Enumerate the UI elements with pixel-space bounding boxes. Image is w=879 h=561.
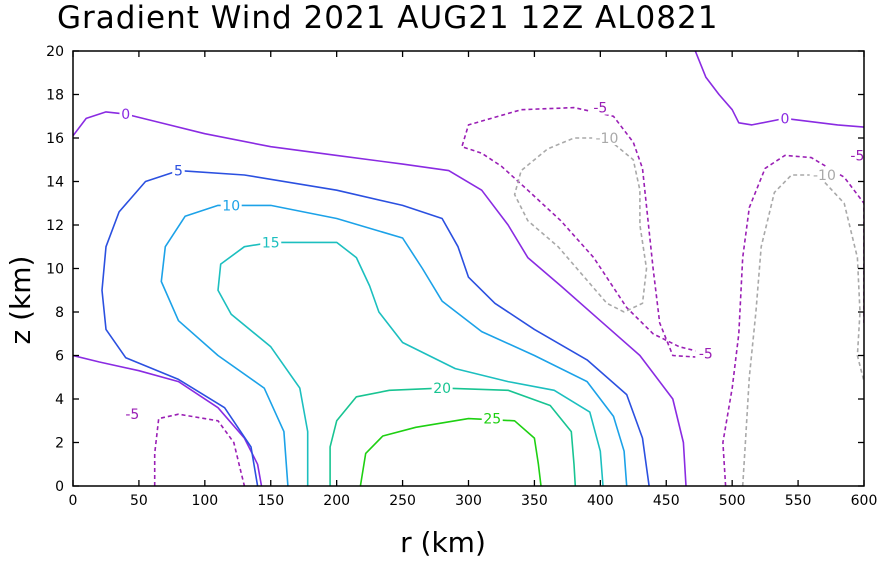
x-tick-label: 300	[455, 493, 482, 509]
contour-line-5-0	[101, 169, 650, 486]
contour-line--5-0	[153, 413, 246, 486]
chart-title: Gradient Wind 2021 AUG21 12Z AL0821	[57, 0, 718, 36]
y-tick-label: 12	[46, 218, 64, 234]
contour-line-15-0	[217, 241, 604, 486]
contour-label-bg	[695, 345, 717, 361]
y-tick-label: 2	[55, 436, 64, 452]
contour-label-bg	[592, 130, 622, 145]
contour-label-20-0: 20	[433, 381, 451, 397]
contour-label--5-2: -5	[699, 346, 713, 362]
x-axis-label: r (km)	[400, 526, 486, 559]
y-tick-label: 16	[46, 131, 64, 147]
x-tick-label: 250	[389, 493, 416, 509]
contour-line--10-1	[741, 174, 864, 486]
x-tick-label: 450	[653, 493, 680, 509]
contour-label-bg	[846, 147, 868, 163]
y-axis-label: z (km)	[4, 256, 37, 345]
contour-label-15-0: 15	[262, 235, 280, 251]
contour-line--5-1	[461, 106, 706, 359]
contour-label-bg	[778, 110, 792, 126]
contour-label-bg	[119, 106, 132, 122]
x-tick-label: 600	[851, 493, 878, 509]
contour-label-bg	[589, 99, 611, 115]
contour-label-25-0: 25	[483, 412, 501, 428]
contour-line--10-0	[513, 137, 648, 313]
contour-label-bg	[172, 162, 185, 178]
contour-label-bg	[260, 234, 282, 250]
y-tick-label: 0	[55, 479, 64, 495]
contour-line--5-2	[722, 154, 864, 486]
contour-line-10-0	[160, 204, 628, 486]
y-tick-label: 4	[55, 392, 64, 408]
contour-label--5-1: -5	[593, 101, 607, 117]
contour-label--5-3: -5	[850, 148, 864, 164]
contour-label-5-0: 5	[174, 164, 183, 180]
y-tick-label: 6	[55, 349, 64, 365]
x-tick-label: 0	[69, 493, 78, 509]
x-tick-label: 350	[521, 493, 548, 509]
contour-label-0-1: 0	[780, 111, 789, 127]
contour-line-25-0	[359, 417, 542, 486]
x-tick-label: 150	[257, 493, 284, 509]
contour-line-0-2	[694, 51, 864, 128]
y-tick-label: 10	[46, 262, 64, 278]
x-tick-label: 100	[191, 493, 218, 509]
contour-line-0-1	[73, 354, 263, 486]
x-tick-label: 50	[130, 493, 148, 509]
y-tick-label: 8	[55, 305, 64, 321]
contour-label-bg	[809, 166, 840, 182]
y-tick-label: 18	[46, 88, 64, 104]
contour-label-bg	[431, 380, 453, 396]
contour-label--10-1: -10	[813, 168, 836, 184]
x-tick-label: 500	[719, 493, 746, 509]
x-tick-label: 400	[587, 493, 614, 509]
contour-label-bg	[481, 410, 503, 426]
contour-label-0-0: 0	[121, 107, 130, 123]
y-tick-label: 20	[46, 44, 64, 60]
y-tick-label: 14	[46, 175, 64, 191]
x-tick-label: 550	[785, 493, 812, 509]
contour-label--10-0: -10	[595, 131, 618, 147]
contour-label-bg	[220, 197, 242, 213]
contour-label-10-0: 10	[222, 198, 240, 214]
contour-label--5-0: -5	[125, 407, 139, 423]
x-tick-label: 200	[323, 493, 350, 509]
contour-label-bg	[121, 406, 143, 422]
plot-frame	[72, 50, 865, 487]
